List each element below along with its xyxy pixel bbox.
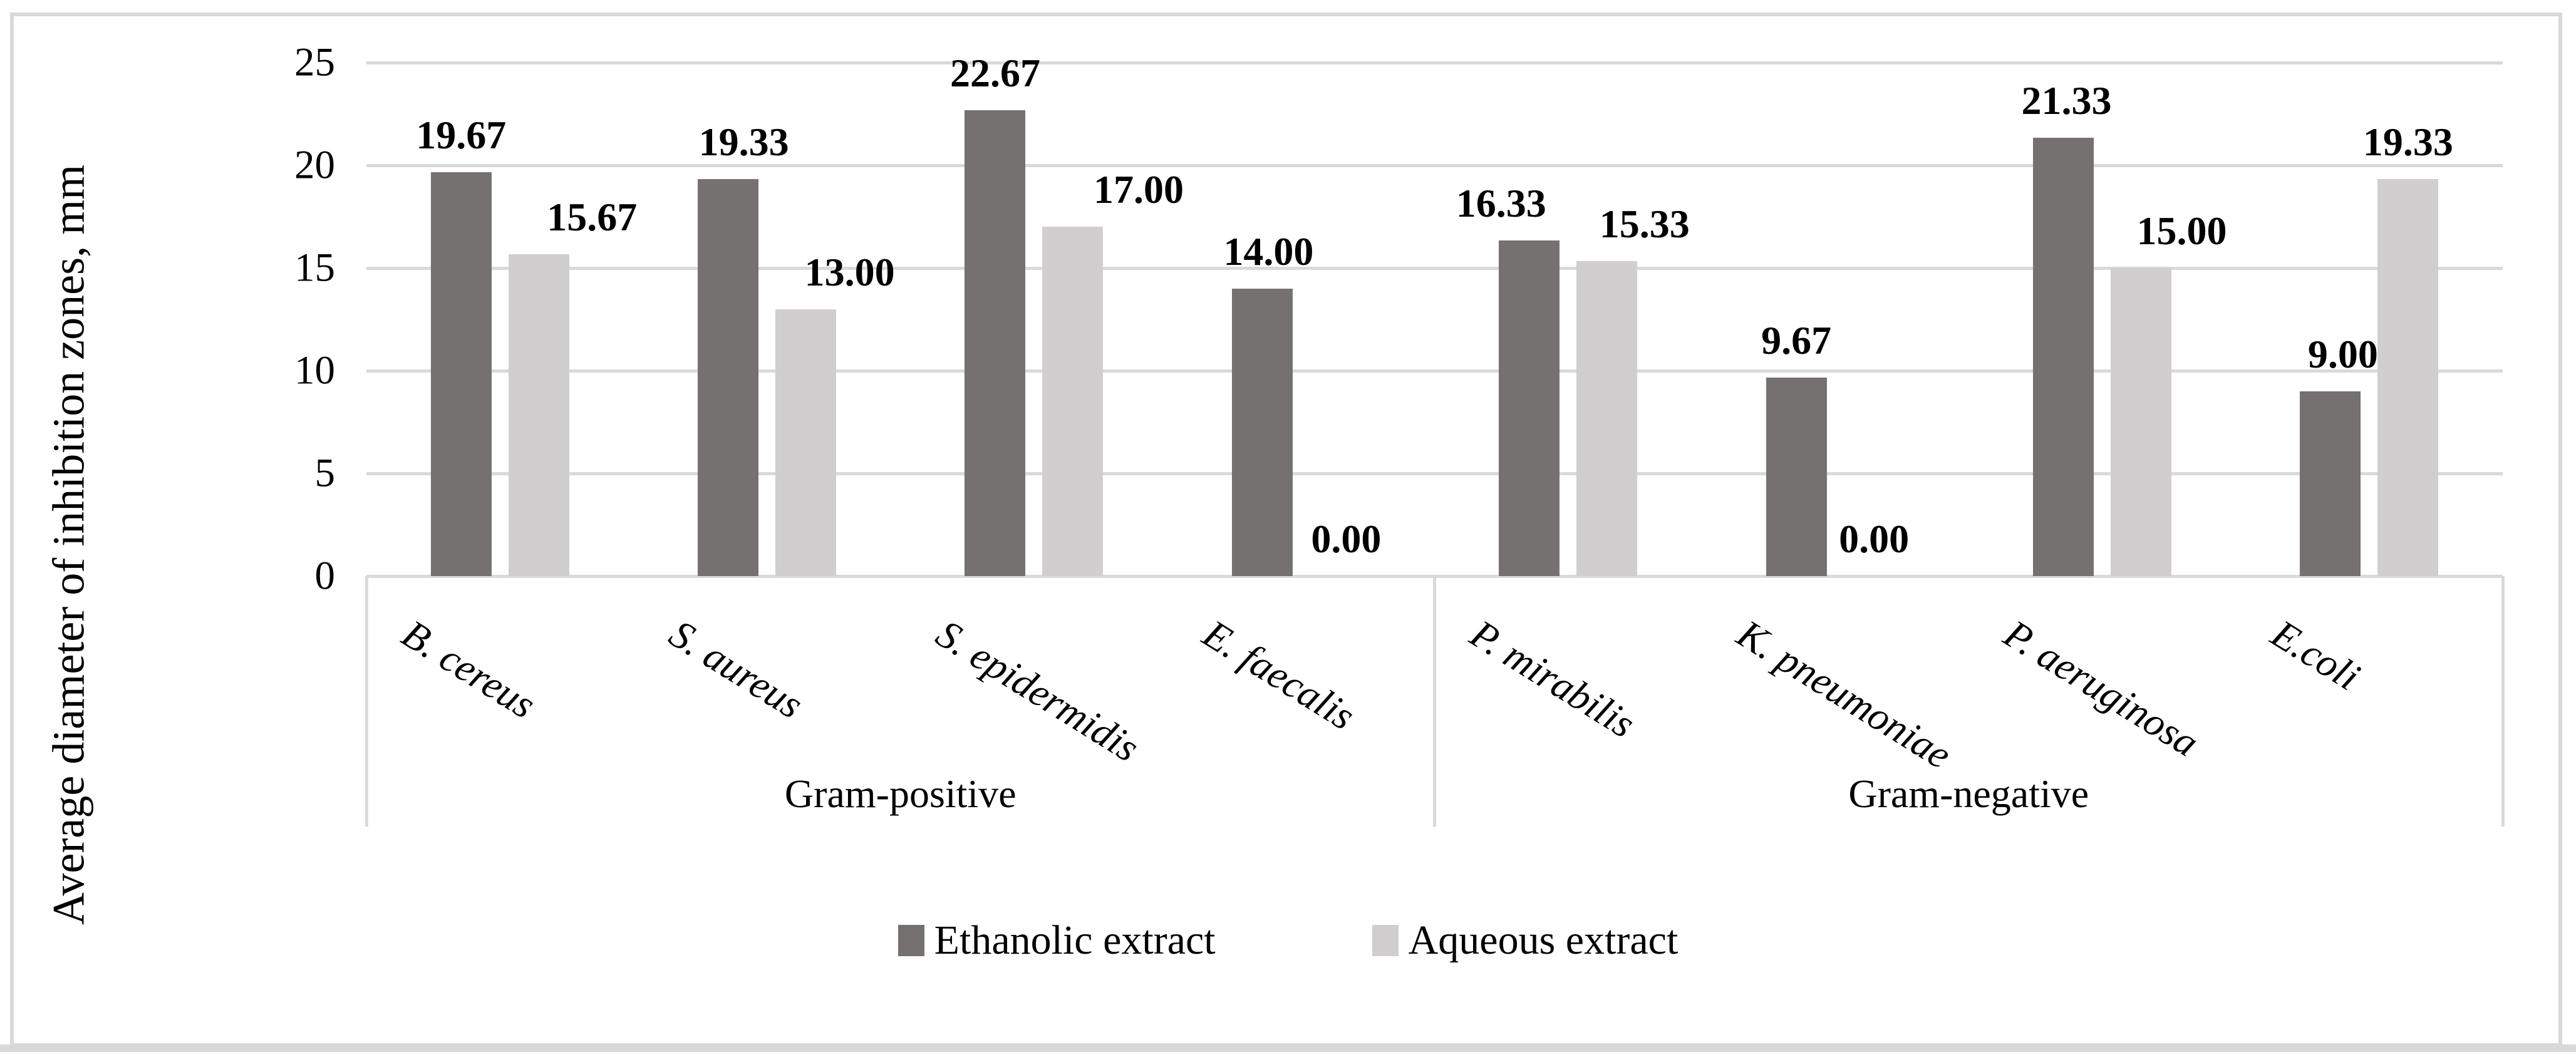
bar-value-label: 9.67 bbox=[1761, 317, 1832, 363]
bar-value-label: 14.00 bbox=[1223, 229, 1314, 274]
group-label-gram-negative: Gram-negative bbox=[1848, 771, 2089, 816]
gridline bbox=[366, 369, 2503, 373]
bar-aqueous-extract-s-aureus bbox=[775, 309, 837, 576]
y-axis-title: Average diameter of inhibition zones, mm bbox=[43, 164, 94, 926]
bar-value-label: 9.00 bbox=[2307, 331, 2378, 376]
bar-value-label: 0.00 bbox=[1839, 517, 1910, 561]
legend-swatch-icon bbox=[1372, 925, 1399, 956]
bar-ethanolic-extract-b-cereus bbox=[430, 172, 492, 576]
bar-value-label: 0.00 bbox=[1311, 517, 1382, 561]
bar-value-label: 15.67 bbox=[547, 195, 638, 240]
legend-entry-aqueous-extract: Aqueous extract bbox=[1372, 915, 1679, 966]
legend-entry-ethanolic-extract: Ethanolic extract bbox=[897, 915, 1216, 966]
legend-swatch-icon bbox=[897, 925, 924, 956]
bar-aqueous-extract-e-coli bbox=[2377, 178, 2439, 576]
bar-ethanolic-extract-s-aureus bbox=[698, 178, 759, 576]
bar-aqueous-extract-b-cereus bbox=[508, 254, 569, 576]
bar-ethanolic-extract-k-pneumoniae bbox=[1766, 377, 1827, 576]
bar-aqueous-extract-p-mirabilis bbox=[1576, 261, 1638, 576]
bar-ethanolic-extract-p-mirabilis bbox=[1499, 240, 1560, 576]
category-separator bbox=[2501, 576, 2505, 827]
bar-value-label: 15.00 bbox=[2136, 209, 2227, 253]
group-label-gram-positive: Gram-positive bbox=[784, 771, 1016, 816]
gridline bbox=[366, 163, 2503, 167]
category-separator bbox=[1433, 576, 1436, 827]
bar-ethanolic-extract-e-coli bbox=[2300, 391, 2361, 576]
bar-value-label: 13.00 bbox=[804, 249, 895, 294]
y-tick-label: 20 bbox=[294, 142, 335, 188]
y-tick-label: 15 bbox=[294, 245, 335, 291]
legend: Ethanolic extract Aqueous extract bbox=[0, 915, 2576, 966]
y-tick-label: 25 bbox=[294, 39, 335, 85]
bar-ethanolic-extract-e-faecalis bbox=[1231, 288, 1293, 576]
bar-ethanolic-extract-s-epidermidis bbox=[965, 110, 1026, 576]
bar-aqueous-extract-s-epidermidis bbox=[1042, 227, 1104, 576]
bar-ethanolic-extract-p-aeruginosa bbox=[2032, 138, 2094, 576]
y-tick-label: 10 bbox=[294, 348, 335, 393]
gridline bbox=[366, 266, 2503, 270]
category-separator bbox=[365, 576, 368, 827]
gridline bbox=[366, 472, 2503, 475]
gridline bbox=[366, 61, 2503, 64]
bar-value-label: 17.00 bbox=[1093, 167, 1184, 212]
bar-value-label: 19.33 bbox=[2362, 119, 2453, 164]
legend-label: Aqueous extract bbox=[1408, 917, 1679, 963]
bar-value-label: 19.67 bbox=[416, 112, 507, 157]
bar-value-label: 15.33 bbox=[1599, 202, 1690, 247]
bottom-divider bbox=[0, 1044, 2576, 1052]
y-tick-label: 5 bbox=[314, 450, 336, 496]
y-tick-label: 0 bbox=[314, 553, 336, 599]
bar-value-label: 16.33 bbox=[1456, 181, 1546, 226]
bar-value-label: 19.33 bbox=[698, 119, 789, 164]
legend-label: Ethanolic extract bbox=[934, 917, 1216, 963]
bar-aqueous-extract-p-aeruginosa bbox=[2110, 268, 2171, 576]
bar-value-label: 21.33 bbox=[2021, 78, 2112, 123]
bar-value-label: 22.67 bbox=[949, 51, 1040, 96]
